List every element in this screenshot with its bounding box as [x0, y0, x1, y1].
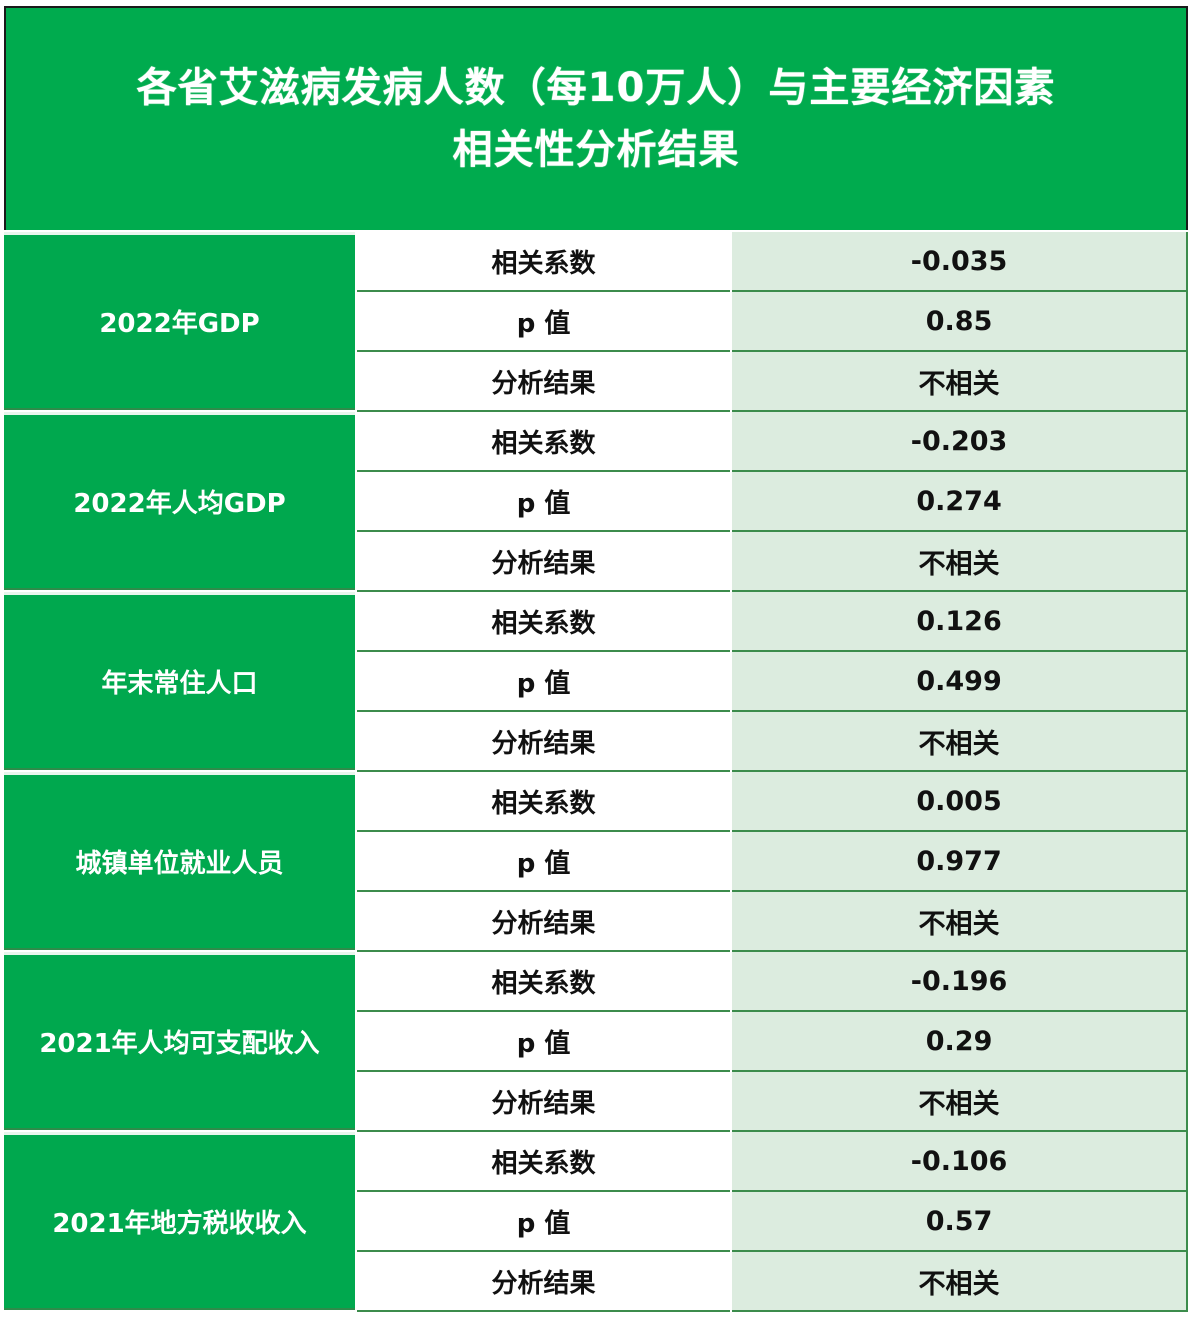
p-value-label: p 值: [357, 292, 731, 352]
result-label: 分析结果: [357, 712, 731, 772]
factor-name: 年末常住人口: [4, 592, 355, 770]
p-value: 0.499: [732, 652, 1188, 712]
table-row-coefficient: 相关系数 -0.035: [357, 232, 1188, 292]
factor-stats: 相关系数 -0.196 p 值 0.29 分析结果 不相关: [357, 952, 1188, 1132]
table-row-p-value: p 值 0.85: [357, 292, 1188, 352]
coefficient-value: 0.126: [732, 592, 1188, 652]
table-row-coefficient: 相关系数 -0.106: [357, 1132, 1188, 1192]
result-value: 不相关: [732, 712, 1188, 772]
coefficient-value: 0.005: [732, 772, 1188, 832]
coefficient-label: 相关系数: [357, 412, 731, 472]
factor-group: 2022年GDP 相关系数 -0.035 p 值 0.85 分析结果 不相关: [4, 232, 1188, 412]
coefficient-label: 相关系数: [357, 592, 731, 652]
p-value: 0.977: [732, 832, 1188, 892]
coefficient-label: 相关系数: [357, 952, 731, 1012]
table-row-result: 分析结果 不相关: [357, 1252, 1188, 1312]
result-label: 分析结果: [357, 1252, 731, 1312]
p-value: 0.85: [732, 292, 1188, 352]
result-label: 分析结果: [357, 532, 731, 592]
correlation-table-figure: 各省艾滋病发病人数（每10万人）与主要经济因素 相关性分析结果 2022年GDP…: [4, 6, 1188, 1316]
table-row-coefficient: 相关系数 0.126: [357, 592, 1188, 652]
table-row-p-value: p 值 0.274: [357, 472, 1188, 532]
table-row-coefficient: 相关系数 0.005: [357, 772, 1188, 832]
factor-group: 年末常住人口 相关系数 0.126 p 值 0.499 分析结果 不相关: [4, 592, 1188, 772]
result-label: 分析结果: [357, 352, 731, 412]
result-value: 不相关: [732, 532, 1188, 592]
p-value-label: p 值: [357, 472, 731, 532]
factor-stats: 相关系数 -0.106 p 值 0.57 分析结果 不相关: [357, 1132, 1188, 1312]
title-banner: 各省艾滋病发病人数（每10万人）与主要经济因素 相关性分析结果: [4, 6, 1188, 230]
factor-group: 2021年地方税收收入 相关系数 -0.106 p 值 0.57 分析结果 不相…: [4, 1132, 1188, 1312]
result-value: 不相关: [732, 1072, 1188, 1132]
table-row-coefficient: 相关系数 -0.196: [357, 952, 1188, 1012]
p-value: 0.57: [732, 1192, 1188, 1252]
table-row-result: 分析结果 不相关: [357, 352, 1188, 412]
coefficient-label: 相关系数: [357, 772, 731, 832]
factor-stats: 相关系数 -0.035 p 值 0.85 分析结果 不相关: [357, 232, 1188, 412]
factor-name: 2021年地方税收收入: [4, 1132, 355, 1310]
coefficient-value: -0.203: [732, 412, 1188, 472]
title-line-1: 各省艾滋病发病人数（每10万人）与主要经济因素: [136, 65, 1056, 111]
result-label: 分析结果: [357, 892, 731, 952]
coefficient-value: -0.035: [732, 232, 1188, 292]
p-value: 0.274: [732, 472, 1188, 532]
p-value-label: p 值: [357, 1192, 731, 1252]
result-value: 不相关: [732, 352, 1188, 412]
table-row-p-value: p 值 0.499: [357, 652, 1188, 712]
table-row-coefficient: 相关系数 -0.203: [357, 412, 1188, 472]
p-value-label: p 值: [357, 1012, 731, 1072]
result-label: 分析结果: [357, 1072, 731, 1132]
result-value: 不相关: [732, 1252, 1188, 1312]
factor-group: 城镇单位就业人员 相关系数 0.005 p 值 0.977 分析结果 不相关: [4, 772, 1188, 952]
coefficient-label: 相关系数: [357, 1132, 731, 1192]
factor-group: 2022年人均GDP 相关系数 -0.203 p 值 0.274 分析结果 不相…: [4, 412, 1188, 592]
table-row-p-value: p 值 0.57: [357, 1192, 1188, 1252]
title-line-2: 相关性分析结果: [452, 127, 740, 173]
table-row-result: 分析结果 不相关: [357, 1072, 1188, 1132]
table-row-p-value: p 值 0.29: [357, 1012, 1188, 1072]
factor-stats: 相关系数 0.005 p 值 0.977 分析结果 不相关: [357, 772, 1188, 952]
factor-stats: 相关系数 0.126 p 值 0.499 分析结果 不相关: [357, 592, 1188, 772]
p-value-label: p 值: [357, 652, 731, 712]
p-value-label: p 值: [357, 832, 731, 892]
factor-stats: 相关系数 -0.203 p 值 0.274 分析结果 不相关: [357, 412, 1188, 592]
result-value: 不相关: [732, 892, 1188, 952]
coefficient-value: -0.196: [732, 952, 1188, 1012]
factor-group: 2021年人均可支配收入 相关系数 -0.196 p 值 0.29 分析结果 不…: [4, 952, 1188, 1132]
coefficient-value: -0.106: [732, 1132, 1188, 1192]
p-value: 0.29: [732, 1012, 1188, 1072]
factor-name: 2021年人均可支配收入: [4, 952, 355, 1130]
table-row-result: 分析结果 不相关: [357, 532, 1188, 592]
table-row-result: 分析结果 不相关: [357, 892, 1188, 952]
table-row-result: 分析结果 不相关: [357, 712, 1188, 772]
factor-name: 城镇单位就业人员: [4, 772, 355, 950]
factor-name: 2022年GDP: [4, 232, 355, 410]
results-table: 2022年GDP 相关系数 -0.035 p 值 0.85 分析结果 不相关 2…: [4, 232, 1188, 1312]
factor-name: 2022年人均GDP: [4, 412, 355, 590]
table-row-p-value: p 值 0.977: [357, 832, 1188, 892]
coefficient-label: 相关系数: [357, 232, 731, 292]
